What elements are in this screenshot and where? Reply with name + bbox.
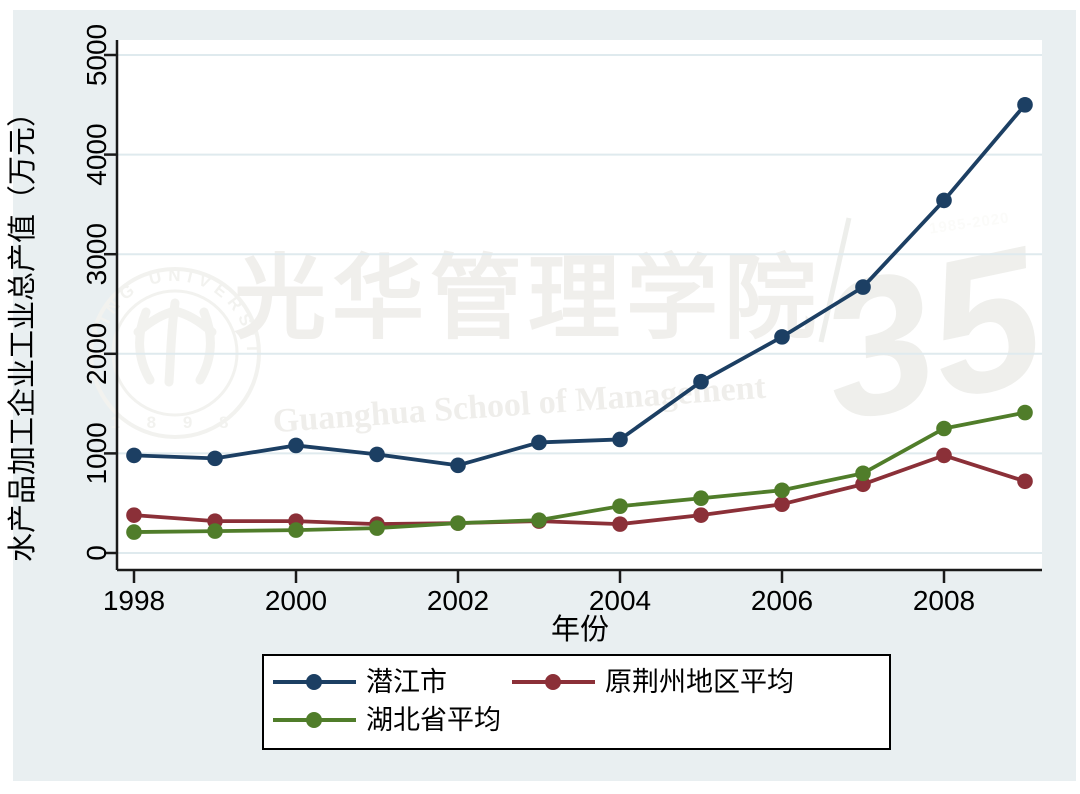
legend-label-2: 湖北省平均 xyxy=(366,705,501,735)
plot-area xyxy=(117,40,1042,570)
data-point-2-1999 xyxy=(207,523,223,539)
data-point-2-2001 xyxy=(369,520,385,536)
data-point-2-2002 xyxy=(450,515,466,531)
data-point-0-2007 xyxy=(855,279,871,295)
legend-marker-2 xyxy=(306,712,322,728)
x-axis-title: 年份 xyxy=(551,613,609,646)
data-point-0-2001 xyxy=(369,446,385,463)
watermark-chinese-calligraphy: 光华管理学院 xyxy=(234,248,822,350)
series-0 xyxy=(126,97,1033,474)
legend-item-1: 原荆州地区平均 xyxy=(512,667,794,697)
data-point-0-2008 xyxy=(936,192,952,209)
pku-logo-glyph xyxy=(133,298,217,387)
data-point-0-1999 xyxy=(207,450,223,467)
x-tick-label-2000: 2000 xyxy=(265,585,327,616)
y-tick-label-3000: 3000 xyxy=(81,223,112,285)
data-point-1-2007 xyxy=(855,476,871,493)
series-1 xyxy=(126,447,1033,532)
data-point-2-1998 xyxy=(126,524,142,540)
data-point-0-2009 xyxy=(1017,97,1033,113)
data-point-2-2004 xyxy=(612,498,628,514)
data-point-0-2000 xyxy=(288,437,304,454)
data-point-0-2005 xyxy=(693,373,709,390)
gridlines xyxy=(118,54,1042,554)
data-point-1-1998 xyxy=(126,507,142,523)
data-point-2-2003 xyxy=(531,512,547,528)
legend-marker-1 xyxy=(545,674,561,690)
data-point-0-2002 xyxy=(450,457,466,474)
y-tick-label-1000: 1000 xyxy=(81,422,112,484)
data-point-0-2003 xyxy=(531,434,547,451)
data-point-1-2004 xyxy=(612,516,628,532)
x-tick-label-1998: 1998 xyxy=(103,585,165,616)
data-point-2-2008 xyxy=(936,420,952,437)
y-axis-title: 水产品加工企业工业总产值（万元） xyxy=(6,98,39,562)
data-point-0-1998 xyxy=(126,447,142,464)
axes xyxy=(115,40,1042,572)
y-tick-label-0: 0 xyxy=(81,545,112,561)
x-tick-label-2006: 2006 xyxy=(751,585,813,616)
series-line-1 xyxy=(133,453,1026,527)
data-point-2-2000 xyxy=(288,522,304,538)
legend-marker-0 xyxy=(306,674,322,690)
legend-label-0: 潜江市 xyxy=(366,667,447,697)
series-line-0 xyxy=(133,103,1027,468)
data-point-0-2006 xyxy=(774,329,790,345)
legend-label-1: 原荆州地区平均 xyxy=(605,667,794,697)
legend-box xyxy=(262,654,891,750)
data-point-2-2009 xyxy=(1017,404,1033,421)
data-point-1-2006 xyxy=(774,496,790,512)
watermark-divider-line xyxy=(818,217,852,343)
data-point-1-2008 xyxy=(936,447,952,464)
axis-ticks: 0 1000 2000 3000 4000 5000 1998 2000 2002 2004 200… xyxy=(81,24,975,616)
data-point-1-2005 xyxy=(693,507,709,523)
series-line-2 xyxy=(133,410,1026,534)
data-point-2-2006 xyxy=(774,482,790,499)
series-2 xyxy=(126,404,1033,540)
x-tick-label-2004: 2004 xyxy=(589,585,651,616)
data-point-1-2009 xyxy=(1017,473,1033,490)
y-tick-label-2000: 2000 xyxy=(81,323,112,385)
y-tick-label-4000: 4000 xyxy=(81,123,112,185)
y-tick-label-5000: 5000 xyxy=(81,24,112,86)
x-tick-label-2002: 2002 xyxy=(427,585,489,616)
legend-item-2: 湖北省平均 xyxy=(273,705,501,735)
watermark-anniversary-number: 35 xyxy=(802,205,1062,464)
data-point-0-2004 xyxy=(612,431,628,448)
seal-year-text: 1 8 9 8 xyxy=(111,413,240,432)
x-tick-label-2008: 2008 xyxy=(913,585,975,616)
data-point-2-2005 xyxy=(693,490,709,507)
data-series xyxy=(126,97,1033,540)
legend-item-0: 潜江市 xyxy=(273,667,447,697)
data-point-2-2007 xyxy=(855,465,871,482)
legend: 潜江市 原荆州地区平均 湖北省平均 xyxy=(262,654,891,750)
